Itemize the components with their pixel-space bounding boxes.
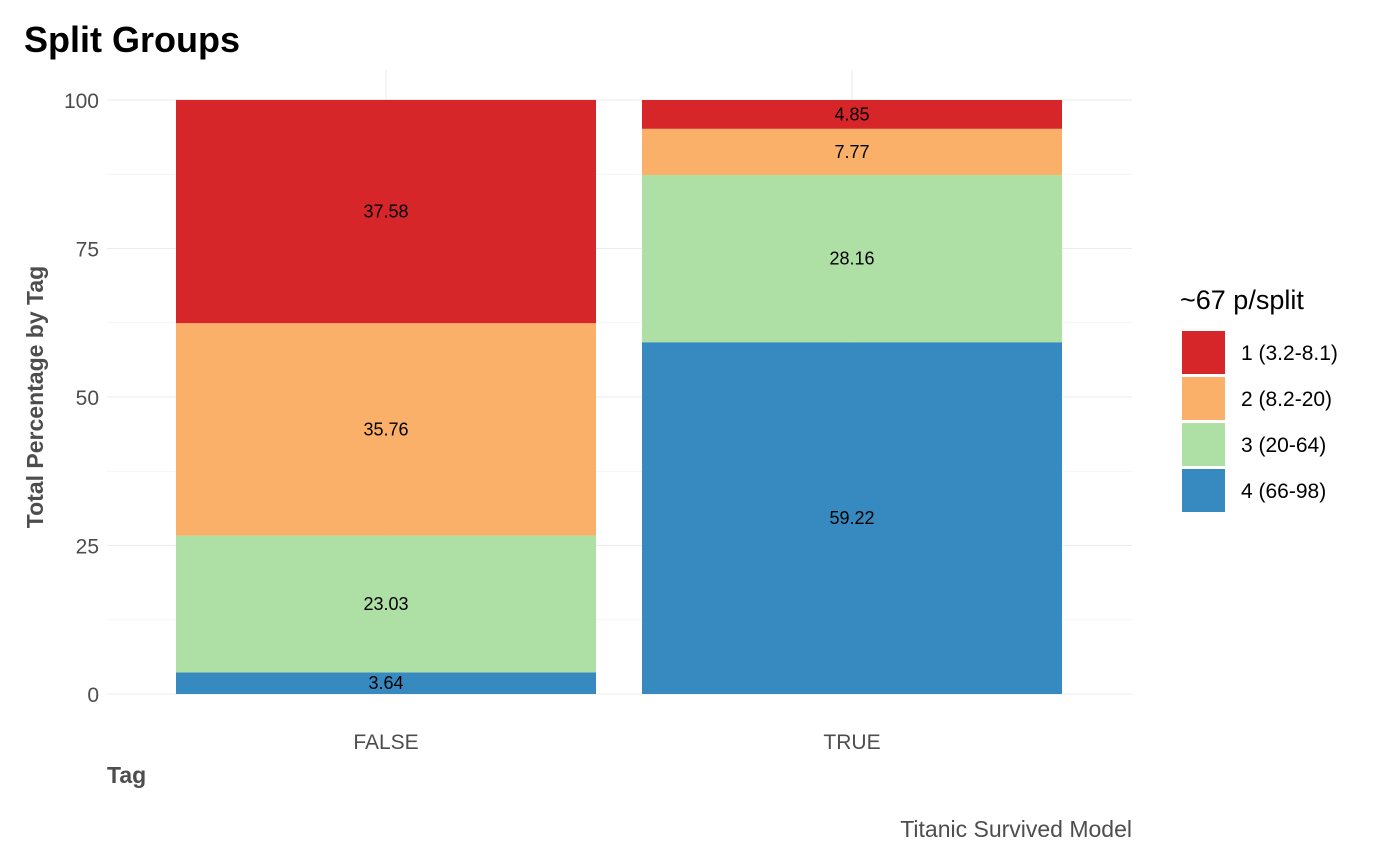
legend-swatch bbox=[1182, 377, 1225, 420]
y-tick-label: 50 bbox=[76, 387, 99, 410]
x-axis-title: Tag bbox=[107, 762, 146, 788]
y-tick-label: 25 bbox=[76, 536, 99, 559]
bar-segment bbox=[176, 535, 596, 673]
bar-segment bbox=[642, 342, 1062, 694]
legend-label: 1 (3.2-8.1) bbox=[1241, 342, 1338, 365]
y-axis-title: Total Percentage by Tag bbox=[22, 266, 48, 528]
bar-segment bbox=[642, 128, 1062, 175]
data-label: 59.22 bbox=[829, 508, 874, 528]
legend-label: 3 (20-64) bbox=[1241, 434, 1326, 457]
legend-swatch bbox=[1182, 469, 1225, 512]
y-tick-label: 0 bbox=[87, 684, 99, 707]
bar-segment bbox=[176, 99, 596, 324]
chart-caption: Titanic Survived Model bbox=[900, 816, 1132, 842]
x-tick-label: TRUE bbox=[823, 731, 880, 754]
legend-title: ~67 p/split bbox=[1180, 285, 1304, 315]
data-labels: 3.64 23.03 35.76 37.58 59.22 28.16 7.77 4.85 bbox=[363, 104, 874, 693]
legend-label: 2 (8.2-20) bbox=[1241, 388, 1332, 411]
y-tick-label: 75 bbox=[76, 239, 99, 262]
data-label: 23.03 bbox=[363, 594, 408, 614]
bar-segment bbox=[642, 174, 1062, 343]
data-label: 35.76 bbox=[363, 419, 408, 439]
data-label: 7.77 bbox=[834, 142, 869, 162]
data-label: 3.64 bbox=[368, 673, 403, 693]
data-label: 4.85 bbox=[834, 104, 869, 124]
x-tick-label: FALSE bbox=[353, 731, 418, 754]
y-tick-label: 100 bbox=[64, 90, 99, 113]
legend-swatch bbox=[1182, 331, 1225, 374]
bar-segment bbox=[176, 323, 596, 536]
x-axis-ticks: FALSE TRUE bbox=[353, 731, 880, 754]
bar-segment bbox=[176, 672, 596, 694]
data-label: 28.16 bbox=[829, 249, 874, 269]
bar-segments bbox=[176, 99, 1062, 694]
chart-title: Split Groups bbox=[24, 19, 240, 60]
legend-label: 4 (66-98) bbox=[1241, 480, 1326, 503]
legend: ~67 p/split 1 (3.2-8.1) 2 (8.2-20) 3 (20-6… bbox=[1180, 285, 1338, 512]
data-label: 37.58 bbox=[363, 202, 408, 222]
legend-swatch bbox=[1182, 423, 1225, 466]
bar-segment bbox=[642, 100, 1062, 129]
y-axis-ticks: 0 25 50 75 100 bbox=[64, 90, 99, 707]
